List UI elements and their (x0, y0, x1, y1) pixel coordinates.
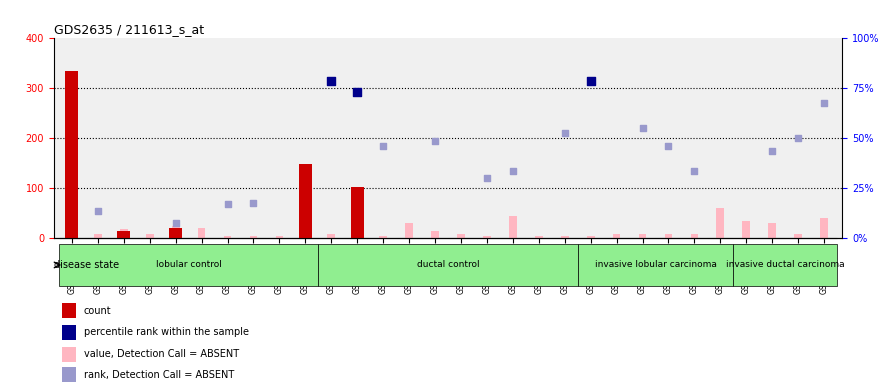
Bar (639, 234, 646, 238)
Text: count: count (83, 306, 111, 316)
Bar (301, 235, 309, 238)
Point (505, 167, 520, 174)
Text: invasive lobular carcinoma: invasive lobular carcinoma (595, 260, 717, 270)
Bar (535, 235, 543, 238)
FancyBboxPatch shape (733, 244, 837, 286)
Bar (117, 230, 130, 238)
Bar (65, 71, 79, 238)
Bar (717, 208, 724, 238)
FancyBboxPatch shape (578, 244, 733, 286)
Bar (120, 229, 128, 238)
Point (791, 135, 806, 141)
Point (220, 201, 235, 207)
Bar (198, 228, 205, 238)
Bar (794, 234, 802, 238)
Text: disease state: disease state (55, 260, 119, 270)
Bar (665, 234, 672, 238)
Bar (62, 303, 76, 318)
Point (90, 207, 105, 214)
Bar (457, 234, 465, 238)
Bar (276, 235, 283, 238)
FancyBboxPatch shape (318, 244, 578, 286)
Bar (350, 187, 364, 238)
Point (168, 220, 183, 226)
FancyBboxPatch shape (59, 244, 318, 286)
Bar (250, 235, 257, 238)
Bar (613, 234, 621, 238)
Bar (405, 223, 413, 238)
Bar (353, 234, 361, 238)
Bar (379, 235, 387, 238)
Text: percentile rank within the sample: percentile rank within the sample (83, 328, 249, 338)
Bar (820, 218, 828, 238)
Bar (509, 216, 517, 238)
Bar (62, 367, 76, 382)
Point (661, 142, 676, 149)
Bar (172, 226, 179, 238)
Point (557, 130, 572, 136)
Text: GDS2635 / 211613_s_at: GDS2635 / 211613_s_at (54, 23, 204, 36)
Bar (169, 228, 182, 238)
Point (687, 167, 702, 174)
Bar (62, 347, 76, 362)
Text: ductal control: ductal control (417, 260, 479, 270)
Bar (431, 230, 439, 238)
Bar (769, 223, 776, 238)
Point (246, 200, 261, 206)
Bar (224, 235, 231, 238)
Bar (62, 325, 76, 340)
Text: invasive ductal carcinoma: invasive ductal carcinoma (726, 260, 845, 270)
Point (635, 125, 650, 131)
Bar (146, 234, 153, 238)
Bar (561, 235, 569, 238)
Text: rank, Detection Call = ABSENT: rank, Detection Call = ABSENT (83, 370, 234, 380)
Point (817, 100, 831, 106)
Point (376, 142, 391, 149)
Bar (299, 164, 312, 238)
Bar (691, 234, 698, 238)
Point (350, 89, 365, 95)
Point (583, 78, 598, 84)
Bar (327, 234, 335, 238)
Bar (587, 235, 595, 238)
Point (479, 175, 494, 181)
Text: value, Detection Call = ABSENT: value, Detection Call = ABSENT (83, 349, 239, 359)
Point (765, 147, 780, 154)
Point (428, 138, 443, 144)
Point (324, 78, 339, 84)
Bar (483, 235, 491, 238)
Text: lobular control: lobular control (156, 260, 221, 270)
Bar (94, 234, 102, 238)
Bar (743, 220, 750, 238)
